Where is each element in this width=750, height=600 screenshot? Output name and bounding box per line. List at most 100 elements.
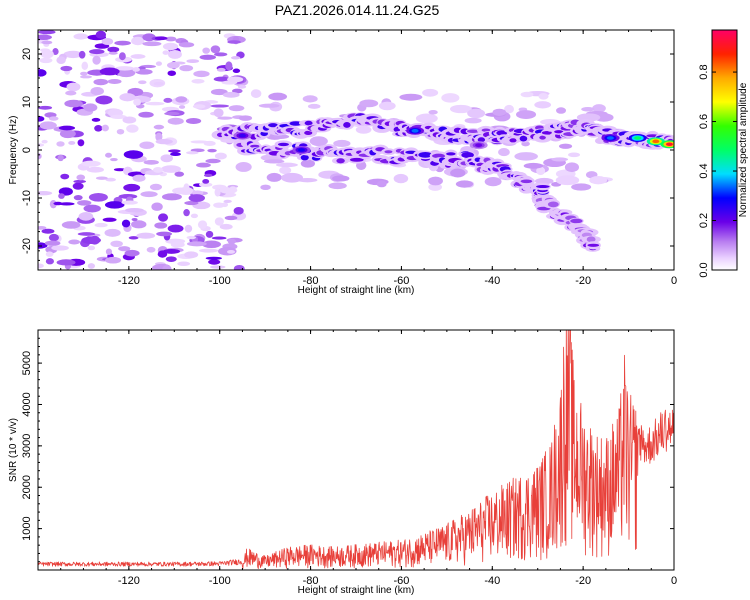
ridge-blob	[289, 121, 303, 126]
peak-core	[652, 139, 660, 144]
snr-x-ticks: -120 -100 -80 -60 -40 -20 0	[37, 330, 677, 587]
halo-blob	[556, 107, 567, 114]
noise-blob	[95, 95, 113, 105]
noise-blob	[61, 221, 81, 229]
noise-blob	[125, 207, 144, 213]
halo-blob	[450, 168, 466, 178]
noise-blob	[222, 91, 240, 98]
halo-blob	[300, 159, 316, 168]
noise-blob	[197, 220, 208, 229]
noise-blob	[203, 140, 216, 146]
noise-blob	[131, 217, 138, 222]
noise-blob	[223, 199, 232, 203]
x-tick-label: -60	[393, 275, 409, 287]
noise-blob	[216, 67, 226, 72]
noise-blob	[48, 233, 59, 242]
noise-blob	[228, 105, 245, 112]
noise-blob	[183, 183, 190, 192]
halo-blob	[378, 101, 396, 111]
noise-blob	[227, 76, 244, 83]
ridge-blob	[277, 142, 289, 147]
halo-blob	[568, 152, 580, 158]
peak-core	[665, 142, 673, 147]
halo-blob	[534, 177, 554, 185]
noise-blob	[88, 192, 108, 202]
halo-blob	[235, 162, 252, 172]
noise-blob	[153, 81, 164, 86]
noise-blob	[104, 201, 125, 209]
noise-blob	[101, 38, 114, 46]
noise-blob	[94, 124, 103, 132]
noise-blob	[132, 174, 146, 182]
x-tick-label: 0	[671, 275, 677, 287]
snr-y-ticks: 1000 2000 3000 4000 5000	[21, 329, 674, 563]
noise-blob	[186, 241, 207, 247]
noise-blob	[130, 54, 146, 59]
halo-blob	[498, 148, 510, 157]
halo-blob	[564, 162, 580, 173]
noise-blob	[132, 67, 140, 72]
noise-blob	[89, 49, 105, 55]
noise-blob	[48, 116, 59, 121]
halo-blob	[484, 176, 502, 187]
noise-blob	[124, 249, 140, 257]
colorbar-tick-label: 0.2	[698, 213, 710, 228]
noise-blob	[143, 159, 159, 165]
halo-blob	[558, 143, 573, 149]
noise-blob	[77, 139, 85, 147]
noise-blob	[90, 86, 104, 96]
x-tick-label: -20	[575, 275, 591, 287]
noise-blob	[108, 51, 118, 55]
noise-blob	[217, 116, 233, 120]
noise-blob	[190, 213, 199, 219]
halo-blob	[415, 113, 438, 124]
noise-blob	[49, 200, 57, 209]
snr-x-label: Height of straight line (km)	[298, 585, 415, 596]
ridge-blob	[304, 130, 313, 136]
noise-blob	[188, 194, 205, 203]
noise-blob	[76, 174, 86, 181]
ridge-blob	[570, 218, 583, 224]
halo-blob	[441, 93, 460, 103]
noise-blob	[199, 54, 217, 60]
halo-blob	[422, 88, 439, 97]
noise-blob	[107, 46, 120, 53]
noise-blob	[233, 207, 244, 215]
noise-blob	[95, 176, 108, 180]
noise-blob	[38, 190, 53, 196]
noise-blob	[214, 217, 224, 226]
noise-blob	[133, 98, 142, 106]
colorbar-label: Normalized spectral amplitude	[738, 82, 749, 217]
noise-blob	[190, 140, 209, 144]
x-tick-label: -40	[484, 275, 500, 287]
noise-blob	[73, 194, 83, 201]
halo-blob	[302, 95, 318, 103]
halo-blob	[555, 175, 580, 186]
colorbar-tick-label: 0.8	[698, 64, 710, 79]
noise-blob	[81, 61, 89, 70]
noise-blob	[105, 256, 122, 264]
noise-blob	[94, 222, 108, 228]
peak-core	[297, 148, 305, 152]
snr-panel: -120 -100 -80 -60 -40 -20 0 1000 2000 3000 4000 50…	[8, 329, 677, 596]
noise-blob	[45, 258, 54, 265]
x-tick-label: -80	[303, 275, 319, 287]
halo-blob	[281, 172, 304, 183]
colorbar-tick-label: 0.0	[698, 262, 710, 277]
noise-blob	[138, 80, 147, 85]
ridge-blob	[539, 135, 546, 140]
ridge-blob	[304, 120, 313, 126]
noise-blob	[154, 36, 168, 41]
noise-blob	[184, 251, 199, 259]
noise-blob	[38, 263, 44, 269]
noise-blob	[183, 209, 190, 217]
noise-blob	[139, 141, 155, 150]
noise-blob	[227, 250, 236, 254]
noise-blob	[161, 165, 181, 173]
noise-blob	[52, 48, 59, 55]
noise-blob	[201, 240, 222, 249]
noise-blob	[68, 239, 81, 245]
noise-blob	[40, 48, 50, 52]
halo-blob	[514, 152, 538, 161]
noise-blob	[77, 200, 92, 206]
